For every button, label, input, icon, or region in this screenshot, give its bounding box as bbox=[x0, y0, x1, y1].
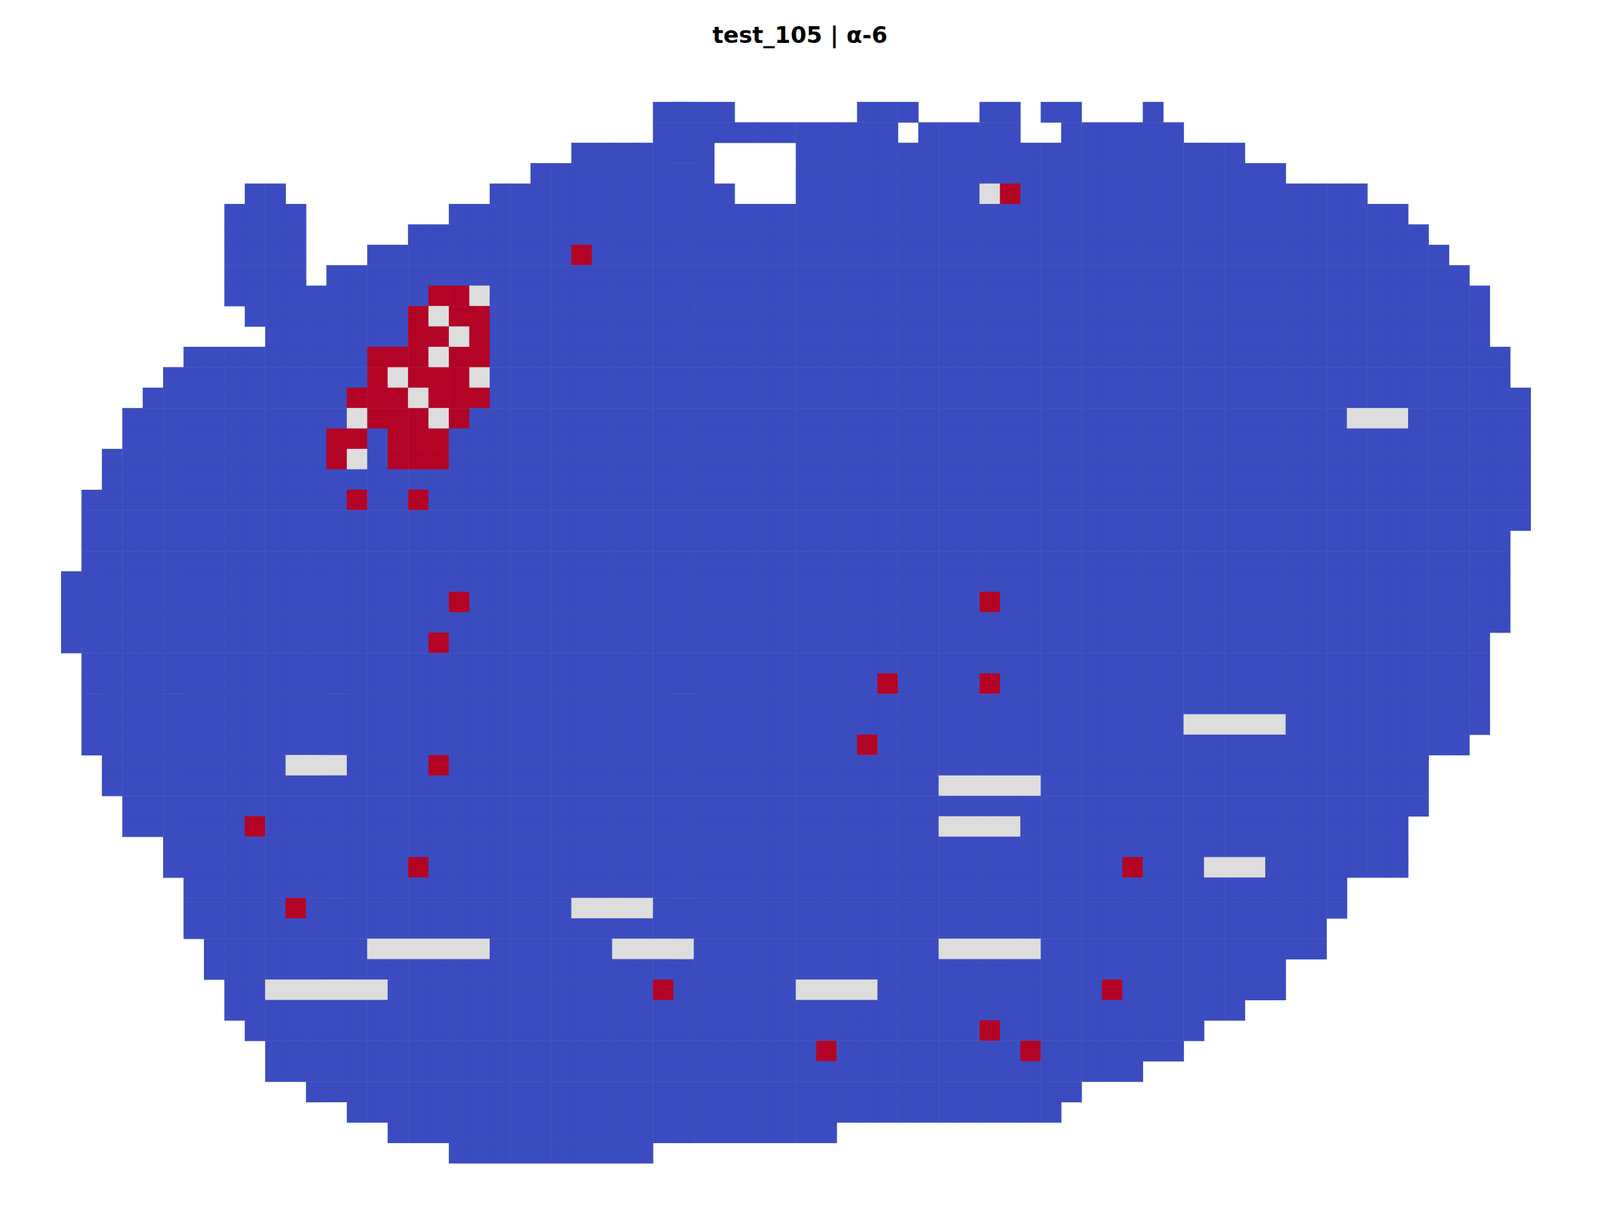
svg-text:test_105 | α-6: test_105 | α-6 bbox=[712, 21, 888, 49]
